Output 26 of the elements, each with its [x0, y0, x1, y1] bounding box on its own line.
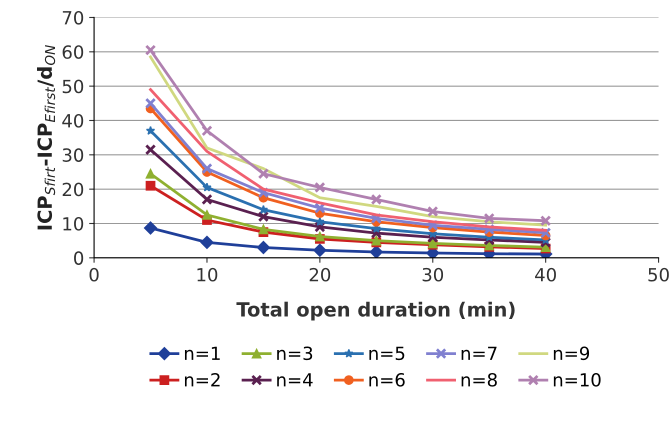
legend-label: n=8	[462, 373, 497, 387]
legend-label: n=9	[554, 346, 590, 360]
legend-label: n=7	[462, 346, 497, 360]
y-tick-label: 20	[62, 182, 84, 196]
y-tick-label: 10	[63, 216, 84, 231]
y-tick-label: 60	[62, 45, 84, 59]
legend-label: n=1	[184, 346, 220, 360]
legend-label: n=5	[369, 346, 404, 360]
legend-label: n=10	[554, 373, 601, 387]
legend-label: n=3	[277, 346, 312, 360]
x-tick-label: 40	[535, 268, 556, 282]
legend-label: n=2	[184, 373, 220, 386]
x-axis-title: Total open duration (min)	[236, 302, 515, 321]
legend-label: n=4	[277, 373, 313, 386]
x-tick-label: 50	[648, 268, 669, 282]
y-tick-label: 50	[62, 80, 84, 94]
y-tick-label: 0	[74, 251, 84, 265]
x-tick-label: 10	[197, 268, 218, 282]
y-tick-label: 40	[62, 114, 84, 128]
y-tick-label: 70	[62, 10, 84, 25]
x-tick-label: 30	[422, 268, 444, 282]
x-tick-label: 0	[90, 268, 99, 282]
y-axis-title: ICP$_{Sfirt}$-ICP$_{Efirst}$/d$_{ON}$	[37, 45, 56, 230]
x-tick-label: 20	[310, 268, 330, 282]
legend-label: n=6	[369, 373, 405, 387]
y-tick-label: 30	[62, 148, 84, 162]
